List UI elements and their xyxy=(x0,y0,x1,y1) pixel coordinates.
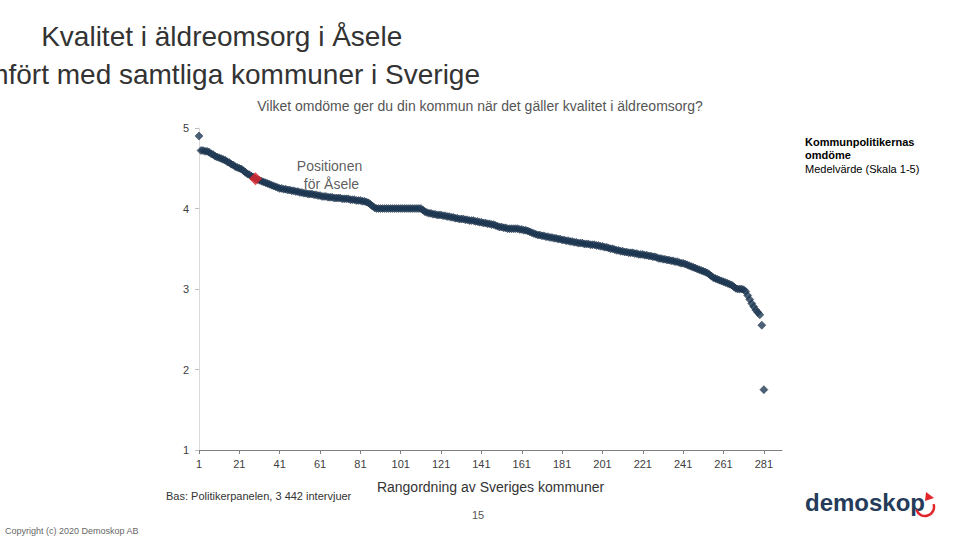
svg-text:15: 15 xyxy=(472,509,484,521)
svg-text:161: 161 xyxy=(513,458,531,470)
svg-text:Positionen: Positionen xyxy=(297,158,366,174)
svg-text:181: 181 xyxy=(553,458,571,470)
svg-text:21: 21 xyxy=(233,458,245,470)
svg-text:Vilket omdöme ger du din kommu: Vilket omdöme ger du din kommun när det … xyxy=(257,98,703,114)
svg-text:201: 201 xyxy=(593,458,611,470)
svg-text:141: 141 xyxy=(472,458,490,470)
svg-text:5: 5 xyxy=(183,122,189,134)
svg-text:4: 4 xyxy=(183,203,189,215)
svg-text:61: 61 xyxy=(314,458,326,470)
svg-text:81: 81 xyxy=(354,458,366,470)
svg-text:101: 101 xyxy=(392,458,410,470)
svg-text:Kvalitet i äldreomsorg i Åsele: Kvalitet i äldreomsorg i Åsele xyxy=(41,21,402,52)
svg-text:41: 41 xyxy=(274,458,286,470)
svg-text:1: 1 xyxy=(196,458,202,470)
svg-text:Medelvärde (Skala 1-5): Medelvärde (Skala 1-5) xyxy=(805,163,919,175)
svg-text:3: 3 xyxy=(183,283,189,295)
svg-text:Bas: Politikerpanelen, 3 442 i: Bas: Politikerpanelen, 3 442 intervjuer xyxy=(166,490,352,502)
svg-text:Copyright (c) 2020 Demoskop AB: Copyright (c) 2020 Demoskop AB xyxy=(5,526,139,536)
svg-text:241: 241 xyxy=(674,458,692,470)
svg-text:jämfört med samtliga kommuner: jämfört med samtliga kommuner i Sverige xyxy=(0,59,480,90)
svg-text:281: 281 xyxy=(755,458,773,470)
svg-text:221: 221 xyxy=(634,458,652,470)
svg-text:1: 1 xyxy=(183,444,189,456)
svg-text:för Åsele: för Åsele xyxy=(304,176,359,192)
svg-text:Rangordning av Sveriges kommun: Rangordning av Sveriges kommuner xyxy=(377,479,605,495)
svg-text:121: 121 xyxy=(432,458,450,470)
svg-text:omdöme: omdöme xyxy=(805,149,851,161)
svg-text:Kommunpolitikernas: Kommunpolitikernas xyxy=(805,136,917,148)
svg-text:261: 261 xyxy=(714,458,732,470)
svg-text:demoskop: demoskop xyxy=(805,489,925,516)
svg-text:2: 2 xyxy=(183,364,189,376)
